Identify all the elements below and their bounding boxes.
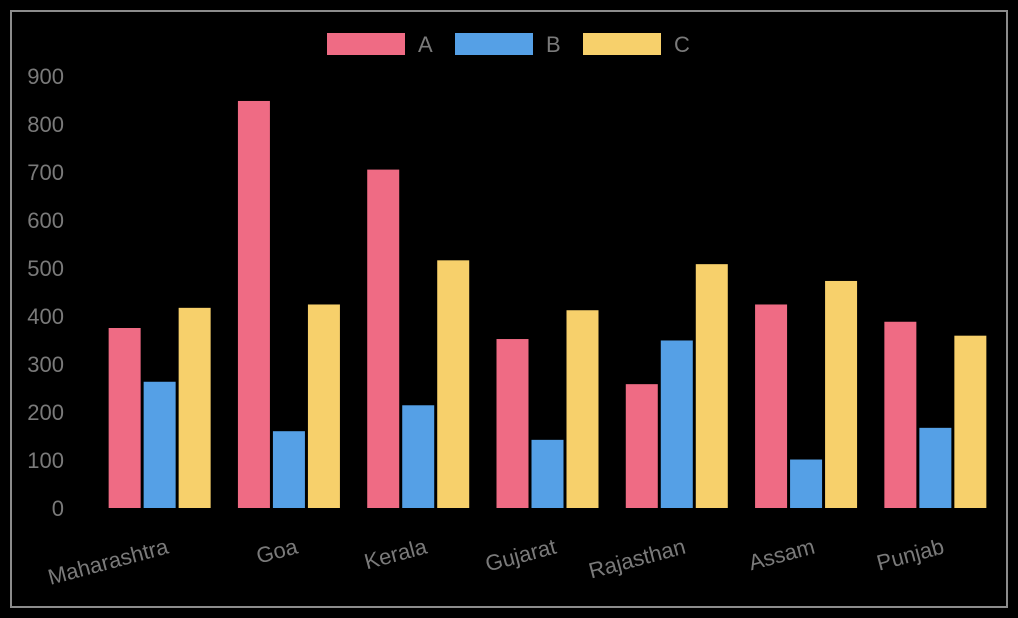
bar-c-assam[interactable] (825, 280, 858, 508)
bar-b-assam[interactable] (790, 459, 823, 508)
bar-a-assam[interactable] (755, 304, 788, 508)
y-tick-label: 900 (27, 64, 64, 89)
x-axis: Maharashtra Goa Kerala Gujarat Rajasthan Assa… (45, 533, 946, 589)
y-tick-label: 700 (27, 160, 64, 185)
bar-b-gujarat[interactable] (531, 439, 564, 508)
bar-b-rajasthan[interactable] (660, 340, 693, 508)
bar-c-maharashtra[interactable] (178, 307, 211, 508)
bar-c-kerala[interactable] (437, 260, 470, 508)
y-tick-label: 600 (27, 208, 64, 233)
y-tick-label: 500 (27, 256, 64, 281)
y-tick-label: 200 (27, 400, 64, 425)
bar-a-goa[interactable] (237, 100, 270, 509)
legend-label-b: B (546, 32, 561, 57)
legend-label-c: C (674, 32, 690, 57)
bar-c-gujarat[interactable] (566, 310, 599, 508)
bar-a-maharashtra[interactable] (108, 328, 141, 508)
legend-swatch-c (583, 33, 661, 55)
x-tick-label: Punjab (874, 534, 947, 576)
y-tick-label: 400 (27, 304, 64, 329)
y-tick-label: 300 (27, 352, 64, 377)
bar-a-punjab[interactable] (884, 321, 917, 508)
x-tick-label: Assam (746, 534, 817, 576)
y-tick-label: 0 (52, 496, 64, 521)
y-axis: 0 100 200 300 400 500 600 700 800 900 (27, 64, 64, 521)
bar-b-punjab[interactable] (919, 427, 952, 508)
bar-c-punjab[interactable] (954, 335, 987, 508)
chart-frame (10, 10, 1008, 608)
legend-label-a: A (418, 32, 433, 57)
x-tick-label: Goa (254, 533, 301, 568)
bar-a-kerala[interactable] (367, 169, 400, 508)
y-tick-label: 800 (27, 112, 64, 137)
bars (108, 100, 987, 509)
y-tick-label: 100 (27, 448, 64, 473)
bar-c-rajasthan[interactable] (695, 264, 728, 508)
x-tick-label: Gujarat (483, 534, 559, 577)
legend-swatch-a (327, 33, 405, 55)
x-tick-label: Rajasthan (586, 534, 688, 584)
bar-a-gujarat[interactable] (496, 339, 529, 508)
bar-c-goa[interactable] (307, 304, 340, 508)
bar-b-goa[interactable] (272, 431, 305, 508)
bar-a-rajasthan[interactable] (625, 384, 658, 508)
x-tick-label: Maharashtra (45, 533, 172, 589)
x-tick-label: Kerala (362, 533, 431, 574)
legend: A B C (327, 32, 690, 57)
bar-b-maharashtra[interactable] (143, 381, 176, 508)
legend-swatch-b (455, 33, 533, 55)
bar-b-kerala[interactable] (402, 405, 435, 508)
